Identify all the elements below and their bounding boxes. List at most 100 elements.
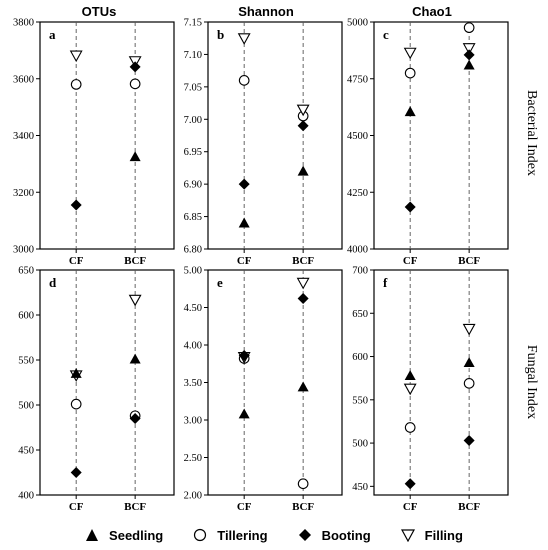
legend-label-seedling: Seedling xyxy=(109,527,164,543)
x-tick-label: BCF xyxy=(124,501,146,513)
marker-filling-cf xyxy=(69,50,83,63)
column-title-shannon: Shannon xyxy=(238,4,294,19)
row-label-fungal: Fungal Index xyxy=(524,345,539,419)
y-tick-label: 450 xyxy=(18,446,34,457)
y-tick-label: 700 xyxy=(352,266,368,277)
y-tick-label: 4000 xyxy=(347,245,368,256)
panel-b: CF BCF 6.80 6.85 6.90 6.95 7.00 7.05 7.10 7.15 b xyxy=(184,18,343,267)
marker-booting-cf xyxy=(238,350,250,361)
panel-letter-c: c xyxy=(383,27,389,42)
legend-label-tillering: Tillering xyxy=(217,527,268,543)
x-tick-label: CF xyxy=(69,255,84,267)
x-tick-label: BCF xyxy=(458,501,480,513)
marker-filling-cf xyxy=(403,47,417,60)
marker-booting-cf xyxy=(404,201,416,213)
circle-open-icon xyxy=(194,528,207,542)
marker-booting-bcf xyxy=(129,61,141,73)
panel-frame xyxy=(373,21,509,250)
marker-tillering-cf xyxy=(70,79,82,90)
y-tick-label: 500 xyxy=(352,439,368,450)
y-tick-label: 3600 xyxy=(13,74,34,85)
panel-a: CF BCF 3000 3200 3400 3600 3800 a xyxy=(13,18,175,267)
y-tick-label: 2.50 xyxy=(184,453,202,464)
y-tick-label: 3000 xyxy=(13,245,34,256)
marker-filling-bcf xyxy=(462,43,476,55)
y-tick-label: 3.50 xyxy=(184,378,202,389)
panels-group: CF BCF 3000 3200 3400 3600 3800 a CF BCF 6.80 6.85 6… xyxy=(13,18,509,513)
marker-tillering-bcf xyxy=(297,478,309,490)
marker-booting-bcf xyxy=(297,293,309,304)
marker-tillering-cf xyxy=(238,75,250,86)
y-tick-label: 3200 xyxy=(13,188,34,199)
panel-frame xyxy=(39,21,175,250)
y-tick-label: 7.00 xyxy=(184,115,202,126)
marker-booting-cf xyxy=(70,467,82,478)
marker-booting-bcf xyxy=(129,413,141,424)
marker-seedling-cf xyxy=(238,408,250,419)
x-tick-label: CF xyxy=(403,501,418,513)
panel-letter-f: f xyxy=(383,275,388,290)
y-tick-label: 400 xyxy=(18,491,34,502)
y-tick-label: 6.95 xyxy=(184,147,202,158)
legend-label-booting: Booting xyxy=(321,527,371,543)
marker-tillering-cf xyxy=(404,422,416,433)
marker-booting-cf xyxy=(404,478,416,490)
y-tick-label: 4250 xyxy=(347,188,368,199)
column-title-otus: OTUs xyxy=(82,4,117,19)
marker-filling-bcf xyxy=(128,294,142,307)
legend-item-seedling: Seedling xyxy=(85,528,163,543)
y-tick-label: 550 xyxy=(352,395,368,406)
y-tick-label: 6.85 xyxy=(184,212,202,223)
x-tick-label: CF xyxy=(237,255,252,267)
marker-seedling-cf xyxy=(70,368,82,378)
panel-c: CF BCF 4000 4250 4500 4750 5000 c xyxy=(347,18,509,267)
y-tick-label: 550 xyxy=(18,356,34,367)
marker-booting-cf xyxy=(70,199,82,211)
marker-tillering-bcf xyxy=(129,78,141,90)
marker-tillering-bcf xyxy=(463,22,475,34)
panel-frame xyxy=(39,269,175,496)
marker-seedling-bcf xyxy=(463,59,475,70)
marker-tillering-cf xyxy=(404,67,416,79)
x-tick-label: BCF xyxy=(292,501,314,513)
panel-frame xyxy=(207,21,343,250)
marker-tillering-cf xyxy=(70,398,82,410)
legend-item-filling: Filling xyxy=(400,528,463,543)
marker-booting-bcf xyxy=(463,49,475,61)
marker-filling-bcf xyxy=(462,323,476,336)
y-tick-label: 450 xyxy=(352,482,368,493)
y-tick-label: 650 xyxy=(352,309,368,320)
marker-seedling-bcf xyxy=(463,357,475,367)
y-tick-label: 5000 xyxy=(347,18,368,29)
marker-filling-bcf xyxy=(296,104,310,117)
marker-filling-cf xyxy=(403,383,417,396)
y-tick-label: 3800 xyxy=(13,18,34,29)
marker-booting-bcf xyxy=(463,434,475,446)
panel-d: CF BCF 400 450 500 550 600 650 d xyxy=(18,266,175,513)
marker-booting-cf xyxy=(238,178,250,190)
y-tick-label: 600 xyxy=(352,352,368,363)
x-tick-label: BCF xyxy=(292,255,314,267)
marker-seedling-bcf xyxy=(297,381,309,392)
triangle-down-open-icon xyxy=(400,529,415,542)
marker-seedling-bcf xyxy=(297,165,309,176)
column-title-chao1: Chao1 xyxy=(412,4,452,19)
y-tick-label: 3400 xyxy=(13,131,34,142)
x-tick-label: CF xyxy=(237,501,252,513)
marker-tillering-bcf xyxy=(463,378,475,389)
legend: Seedling Tillering Booting Filling xyxy=(0,520,548,550)
x-tick-label: CF xyxy=(403,255,418,267)
y-tick-label: 4.50 xyxy=(184,303,202,314)
marker-seedling-bcf xyxy=(129,353,141,364)
marker-filling-cf xyxy=(237,33,251,45)
panel-e: CF BCF 2.00 2.50 3.00 3.50 4.00 4.50 5.00 e xyxy=(184,266,343,513)
y-tick-label: 6.80 xyxy=(184,245,202,256)
y-tick-label: 7.15 xyxy=(184,18,202,29)
y-tick-label: 600 xyxy=(18,311,34,322)
x-tick-label: CF xyxy=(69,501,84,513)
y-tick-label: 500 xyxy=(18,401,34,412)
marker-filling-bcf xyxy=(296,277,310,290)
panel-frame xyxy=(207,269,343,496)
y-tick-label: 4750 xyxy=(347,74,368,85)
panel-letter-b: b xyxy=(217,27,224,42)
